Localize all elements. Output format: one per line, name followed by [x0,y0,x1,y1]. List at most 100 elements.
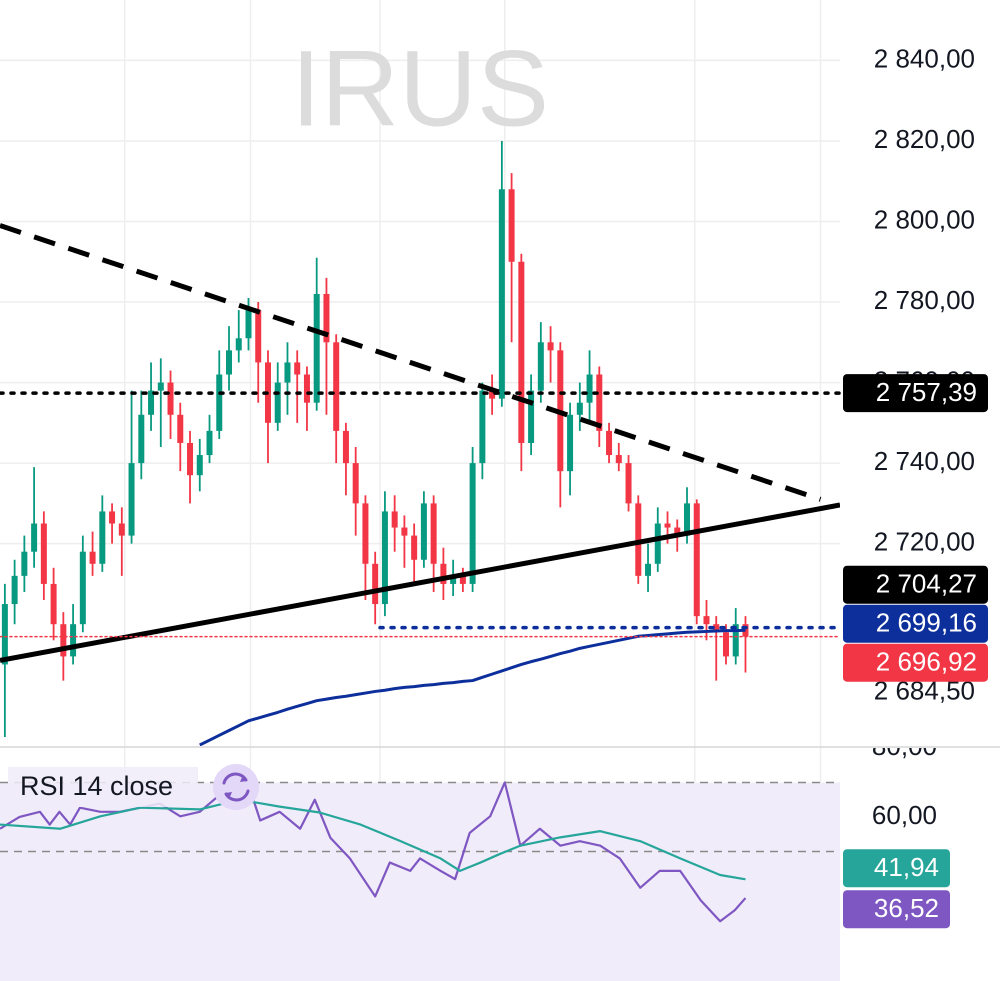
candle-body [401,527,408,536]
candle-body [352,463,359,504]
candle-body [732,624,739,657]
candle-body [216,374,223,431]
y-tick-label: 2 720,00 [874,527,975,557]
candle-body [50,583,57,625]
candle-body [313,293,320,403]
candle-body [420,503,427,560]
candle-body [684,503,691,536]
candle-body [157,382,164,391]
candle-body [615,455,622,464]
candle-body [274,382,281,423]
candle-body [245,310,252,339]
candle-body [226,350,233,375]
price-label-text: 36,52 [874,893,939,923]
candle-body [21,551,28,576]
candle-body [606,430,613,456]
candle-body [703,616,710,625]
candle-body [596,374,603,431]
candle-body [323,293,330,343]
rsi-line [0,781,747,923]
rsi-title-bg [8,767,198,807]
price-labels: 2 757,39 2 704,27 2 699,16 2 696,92 41,94 36,… [843,374,988,929]
candle-body [645,563,652,576]
candle-body [469,463,476,584]
candle-body [255,310,262,363]
candle-body [31,523,38,552]
rsi-axis: 80,00 60,00 [872,731,937,830]
candle-body [440,563,447,584]
price-label-text: 2 696,92 [876,647,977,677]
candle-body [459,575,466,584]
grid [0,0,840,981]
candle-body [235,338,242,351]
candle-body [537,342,544,391]
candle-body [489,390,496,399]
candle-body [518,261,525,443]
y-tick-label: 2 800,00 [874,204,975,234]
candle-body [450,575,457,584]
candle-body [294,362,301,375]
candle-body [206,430,213,456]
candle-body [381,511,388,605]
candle-body [1,604,8,665]
candle-body [118,523,125,536]
price-label-text: 2 757,39 [876,377,977,407]
candle-body [167,382,174,415]
candle-body [391,511,398,528]
candle-body [284,362,291,383]
candle-body [187,442,194,476]
y-tick-label: 2 820,00 [874,124,975,154]
price-label-text: 41,94 [874,852,939,882]
candle-body [177,414,184,443]
price-label-box [843,604,988,643]
rsi-tick-label: 60,00 [872,800,937,830]
rsi-tick-label: 80,00 [872,731,937,761]
candle-body [148,390,155,415]
candle-body [411,535,418,560]
candle-body [99,511,106,564]
price-label-box [843,849,950,888]
candle-body [567,414,574,472]
candle-body [362,503,369,564]
price-pane [0,140,840,746]
rsi-line [0,798,746,881]
trendline [0,502,840,663]
candle-body [128,463,135,536]
candle-body [654,523,661,564]
candle-body [674,527,681,536]
candle-body [586,374,593,403]
candle-body [664,523,671,528]
candle-body [303,374,310,403]
rsi-icon[interactable] [213,764,259,810]
candle-body [693,503,700,617]
candle-body [430,503,437,564]
rsi-title: RSI 14 close [20,771,173,801]
rsi-band [0,782,840,981]
price-label-box [843,643,988,682]
candle-body [60,624,67,657]
candle-body [547,342,554,351]
candle-body [196,455,203,476]
moving-average [199,628,746,746]
rsi-pane [0,781,840,981]
candle-body [508,189,515,262]
candle-body [625,463,632,504]
candle-body [576,402,583,415]
candle-body [372,563,379,605]
price-label-text: 2 704,27 [876,569,977,599]
candle-body [109,511,116,524]
y-tick-label: 2 780,00 [874,285,975,315]
trendline [0,223,822,502]
price-label-box [843,374,988,413]
candle-body [89,551,96,564]
y-tick-label: 2 740,00 [874,446,975,476]
candle-body [528,390,535,443]
candle-body [479,390,486,464]
y-tick-label: 2 840,00 [874,43,975,73]
candle-body [11,575,18,605]
watermark: IRUS [291,28,549,149]
candle-body [713,624,720,633]
candle-body [333,342,340,431]
price-label-text: 2 699,16 [876,608,977,638]
